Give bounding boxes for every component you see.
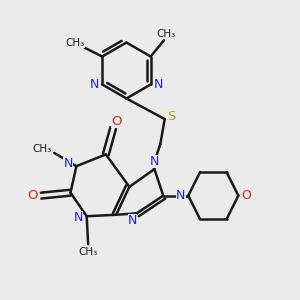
Text: N: N — [128, 214, 137, 227]
Text: O: O — [241, 189, 250, 202]
Text: O: O — [112, 115, 122, 128]
Text: N: N — [64, 157, 73, 170]
Text: CH₃: CH₃ — [32, 144, 52, 154]
Text: N: N — [89, 78, 99, 91]
Text: CH₃: CH₃ — [79, 248, 98, 257]
Text: N: N — [150, 155, 159, 168]
Text: CH₃: CH₃ — [157, 29, 176, 39]
Text: O: O — [28, 189, 38, 202]
Text: N: N — [176, 189, 186, 202]
Text: CH₃: CH₃ — [65, 38, 85, 48]
Text: N: N — [74, 211, 83, 224]
Text: N: N — [154, 78, 164, 91]
Text: S: S — [167, 110, 176, 123]
